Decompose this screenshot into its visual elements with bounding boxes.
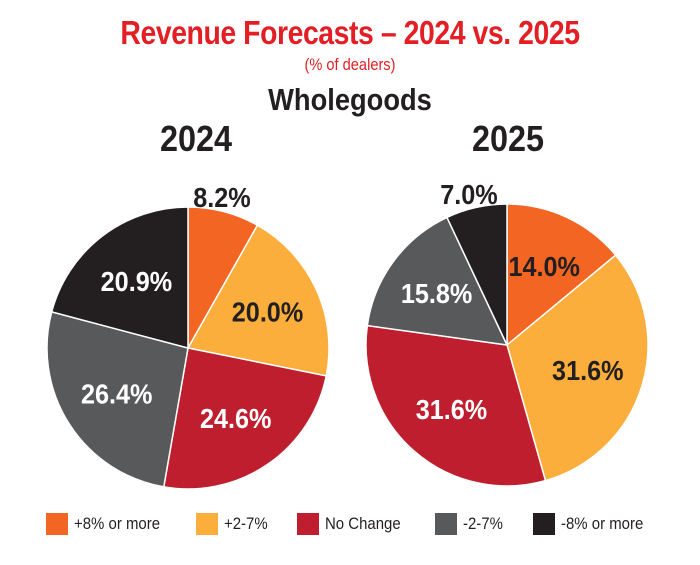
pie-slice-2024-2	[162, 347, 328, 490]
legend: +8% or more +2-7% No Change -2-7% -8% or…	[46, 513, 678, 535]
data-label-2025-3: 15.8%	[401, 278, 472, 310]
legend-item: +2-7%	[195, 513, 274, 535]
legend-item: No Change	[297, 513, 411, 535]
legend-swatch	[532, 513, 555, 535]
legend-label: No Change	[325, 514, 402, 533]
pie-slice-2025-4	[445, 203, 508, 346]
pie-slice-2025-1	[506, 254, 649, 482]
legend-swatch	[297, 513, 320, 535]
chart-subtitle: (% of dealers)	[304, 55, 396, 74]
data-label-2024-1: 20.0%	[232, 296, 303, 328]
data-label-2025-1: 31.6%	[552, 355, 623, 387]
legend-swatch	[195, 513, 218, 535]
data-label-2024-3: 26.4%	[81, 378, 152, 410]
pie-slice-2025-0	[506, 203, 617, 347]
legend-label: +8% or more	[74, 514, 161, 533]
pie-slice-2025-2	[365, 324, 547, 487]
pie-slice-2024-1	[186, 224, 330, 377]
legend-item: -2-7%	[435, 513, 508, 535]
legend-label: -2-7%	[463, 514, 504, 533]
data-label-2024-2: 24.6%	[200, 403, 271, 435]
legend-label: +2-7%	[223, 514, 268, 533]
legend-swatch	[46, 513, 68, 535]
data-label-2025-0: 14.0%	[509, 251, 580, 283]
legend-label: -8% or more	[560, 514, 644, 533]
data-label-2024-0: 8.2%	[193, 182, 250, 214]
data-label-2025-2: 31.6%	[416, 394, 487, 426]
pie-slice-2024-4	[50, 206, 189, 349]
pie-title-2024: 2024	[159, 118, 233, 159]
pie-slice-2025-3	[366, 216, 509, 346]
legend-item: -8% or more	[532, 513, 655, 535]
section-title: Wholegoods	[268, 82, 432, 117]
data-label-2024-4: 20.9%	[101, 266, 172, 298]
legend-item: +8% or more	[46, 513, 172, 535]
chart-title: Revenue Forecasts – 2024 vs. 2025	[120, 14, 580, 51]
pie-title-2025: 2025	[471, 118, 545, 159]
pie-slice-2024-3	[46, 310, 189, 488]
data-label-2025-4: 7.0%	[440, 179, 497, 211]
legend-swatch	[435, 513, 458, 535]
